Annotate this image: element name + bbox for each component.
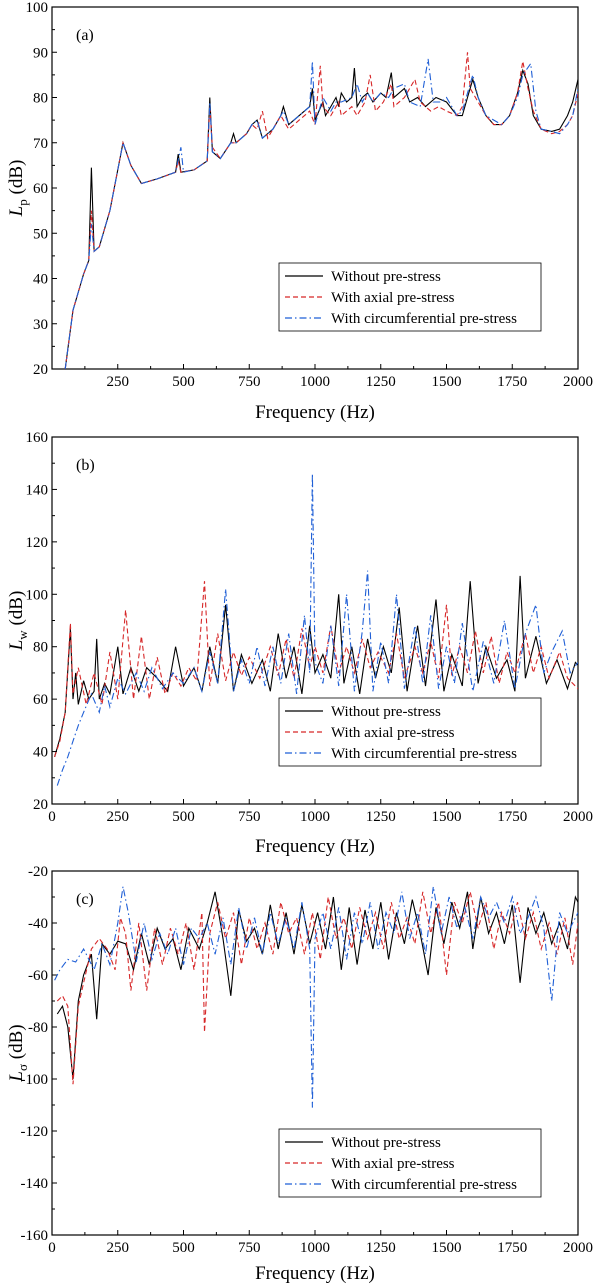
x-tick-label: 2000 — [563, 374, 593, 390]
legend-box — [278, 262, 542, 332]
series-line-3 — [56, 473, 578, 786]
legend-entry: With axial pre-stress — [331, 725, 455, 741]
x-tick-label: 1000 — [300, 1240, 330, 1256]
panel-label: (c) — [76, 891, 94, 908]
y-tick-label: 80 — [33, 91, 48, 107]
y-tick-label: -80 — [28, 1020, 48, 1036]
y-tick-label: 20 — [33, 362, 48, 378]
legend: Without pre-stress With axial pre-stress W… — [278, 1128, 542, 1198]
x-tick-label: 250 — [107, 374, 130, 390]
y-axis-title: Lσ (dB) — [6, 1024, 30, 1082]
y-tick-label: -40 — [28, 916, 48, 932]
y-tick-label: -100 — [21, 1072, 49, 1088]
x-tick-label: 1750 — [497, 1240, 527, 1256]
y-axis-title: Lp (dB) — [6, 160, 30, 218]
x-tick-label: 2000 — [563, 1240, 593, 1256]
chart-panel-3: 0 250 500 750 1000 1250 1500 1750 2000 -160 -140 -1… — [6, 864, 593, 1284]
y-axis-title: Lw (dB) — [6, 591, 30, 652]
y-tick-label: 50 — [33, 226, 48, 242]
panel-label: (a) — [76, 27, 94, 44]
x-tick-label: 250 — [107, 809, 130, 825]
y-tick-label: 160 — [26, 430, 49, 446]
x-tick-label: 0 — [48, 809, 56, 825]
x-tick-label: 1250 — [366, 1240, 396, 1256]
y-tick-label: 20 — [33, 797, 48, 813]
y-tick-label: 100 — [26, 0, 49, 16]
series-line-1 — [56, 891, 578, 1080]
x-tick-label: 750 — [238, 1240, 261, 1256]
x-tick-label: 750 — [238, 809, 261, 825]
series-line-2 — [54, 581, 578, 757]
series-line-1 — [54, 575, 578, 757]
y-tick-label: 80 — [33, 640, 48, 656]
y-tick-label: -160 — [21, 1228, 49, 1244]
y-tick-label: -120 — [21, 1124, 49, 1140]
x-tick-label: 1750 — [497, 374, 527, 390]
y-tick-label: 40 — [33, 272, 48, 288]
chart-panel-2: 0 250 500 750 1000 1250 1500 1750 2000 20 40 60 80 10… — [6, 430, 593, 857]
legend-entry: Without pre-stress — [331, 1135, 441, 1151]
legend-entry: With circumferential pre-stress — [331, 311, 517, 327]
x-tick-label: 250 — [107, 1240, 130, 1256]
x-axis-title: Frequency (Hz) — [255, 1263, 375, 1284]
x-tick-label: 1500 — [432, 1240, 462, 1256]
legend-entry: Without pre-stress — [331, 269, 441, 285]
y-tick-label: 90 — [33, 45, 48, 61]
y-tick-label: 100 — [26, 587, 49, 603]
y-tick-label: -60 — [28, 968, 48, 984]
x-tick-label: 1750 — [497, 809, 527, 825]
legend-entry: Without pre-stress — [331, 704, 441, 720]
y-tick-label: 120 — [26, 535, 49, 551]
x-tick-label: 1500 — [432, 374, 462, 390]
legend-entry: With circumferential pre-stress — [331, 1177, 517, 1193]
legend-box — [278, 697, 542, 767]
series-line-2 — [56, 891, 578, 1085]
x-tick-label: 0 — [48, 1240, 56, 1256]
series-line-3 — [64, 58, 578, 369]
x-tick-label: 500 — [172, 374, 195, 390]
x-tick-label: 500 — [172, 1240, 195, 1256]
legend-box — [278, 1128, 542, 1198]
y-tick-label: 70 — [33, 136, 48, 152]
x-axis-title: Frequency (Hz) — [255, 402, 375, 423]
x-tick-label: 1250 — [366, 374, 396, 390]
y-tick-label: -140 — [21, 1176, 49, 1192]
y-tick-label: 60 — [33, 181, 48, 197]
series-line-3 — [54, 886, 578, 1108]
x-tick-label: 2000 — [563, 809, 593, 825]
x-tick-label: 1500 — [432, 809, 462, 825]
x-tick-label: 1250 — [366, 809, 396, 825]
legend-entry: With axial pre-stress — [331, 290, 455, 306]
y-tick-label: 30 — [33, 317, 48, 333]
legend-entry: With circumferential pre-stress — [331, 746, 517, 762]
x-axis-title: Frequency (Hz) — [255, 836, 375, 857]
y-tick-label: 40 — [33, 745, 48, 761]
series-line-2 — [64, 52, 578, 369]
legend-entry: With axial pre-stress — [331, 1156, 455, 1172]
x-tick-label: 1000 — [300, 809, 330, 825]
panel-label: (b) — [76, 457, 95, 474]
x-tick-label: 500 — [172, 809, 195, 825]
y-tick-label: 60 — [33, 692, 48, 708]
x-tick-label: 750 — [238, 374, 261, 390]
x-tick-label: 1000 — [300, 374, 330, 390]
y-tick-label: 140 — [26, 482, 49, 498]
legend: Without pre-stress With axial pre-stress W… — [278, 262, 542, 332]
chart-panel-1: 250 500 750 1000 1250 1500 1750 2000 20 30 40 50 60 7… — [6, 0, 593, 423]
legend: Without pre-stress With axial pre-stress W… — [278, 697, 542, 767]
y-tick-label: -20 — [28, 864, 48, 880]
